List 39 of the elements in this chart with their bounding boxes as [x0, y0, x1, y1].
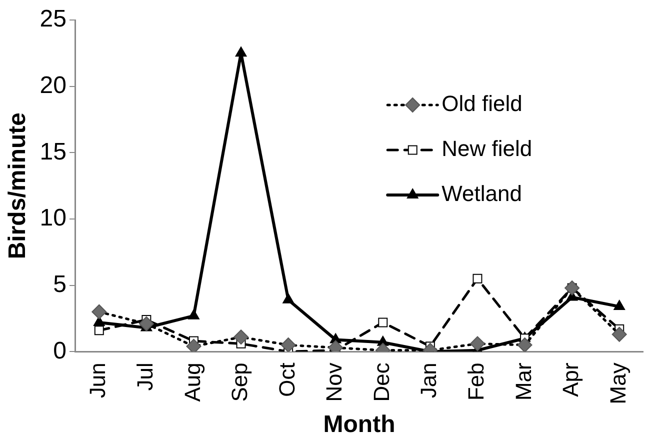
x-tick-label: Feb: [464, 362, 489, 401]
point: [614, 300, 626, 310]
x-tick-label: Sep: [227, 362, 252, 402]
y-tick-label: 25: [40, 6, 66, 33]
point: [280, 338, 296, 352]
point: [470, 336, 485, 352]
x-tick-label: Nov: [322, 362, 347, 402]
point: [138, 316, 154, 332]
x-axis-title: Month: [323, 411, 396, 438]
x-tick-label: Jan: [416, 362, 442, 398]
x-tick-label: Jun: [85, 362, 110, 398]
point: [234, 330, 249, 345]
y-axis-title: Birds/minute: [4, 112, 32, 260]
y-tick-label: 0: [53, 337, 66, 364]
point: [188, 309, 200, 320]
point: [564, 280, 580, 296]
legend-label: Wetland: [442, 181, 522, 206]
x-tick-label: Dec: [368, 362, 394, 402]
x-tick-label: Jul: [132, 362, 158, 391]
point: [282, 293, 294, 304]
point: [517, 338, 532, 352]
x-tick-label: Mar: [510, 362, 536, 401]
x-tick-label: Apr: [558, 362, 584, 397]
point: [186, 338, 202, 352]
point: [94, 326, 104, 336]
point: [472, 274, 482, 284]
y-tick-label: 5: [53, 270, 66, 298]
y-tick-label: 20: [40, 72, 66, 99]
y-tick-label: 10: [40, 204, 66, 232]
point: [378, 318, 388, 328]
x-tick-label: Oct: [274, 362, 300, 397]
legend-label: Old field: [442, 91, 522, 116]
y-tick-label: 15: [40, 138, 66, 166]
x-tick-label: Aug: [180, 362, 205, 402]
x-tick-label: May: [605, 362, 630, 404]
legend-label: New field: [442, 136, 532, 162]
point: [92, 304, 107, 320]
point: [235, 46, 247, 57]
point: [612, 326, 627, 342]
